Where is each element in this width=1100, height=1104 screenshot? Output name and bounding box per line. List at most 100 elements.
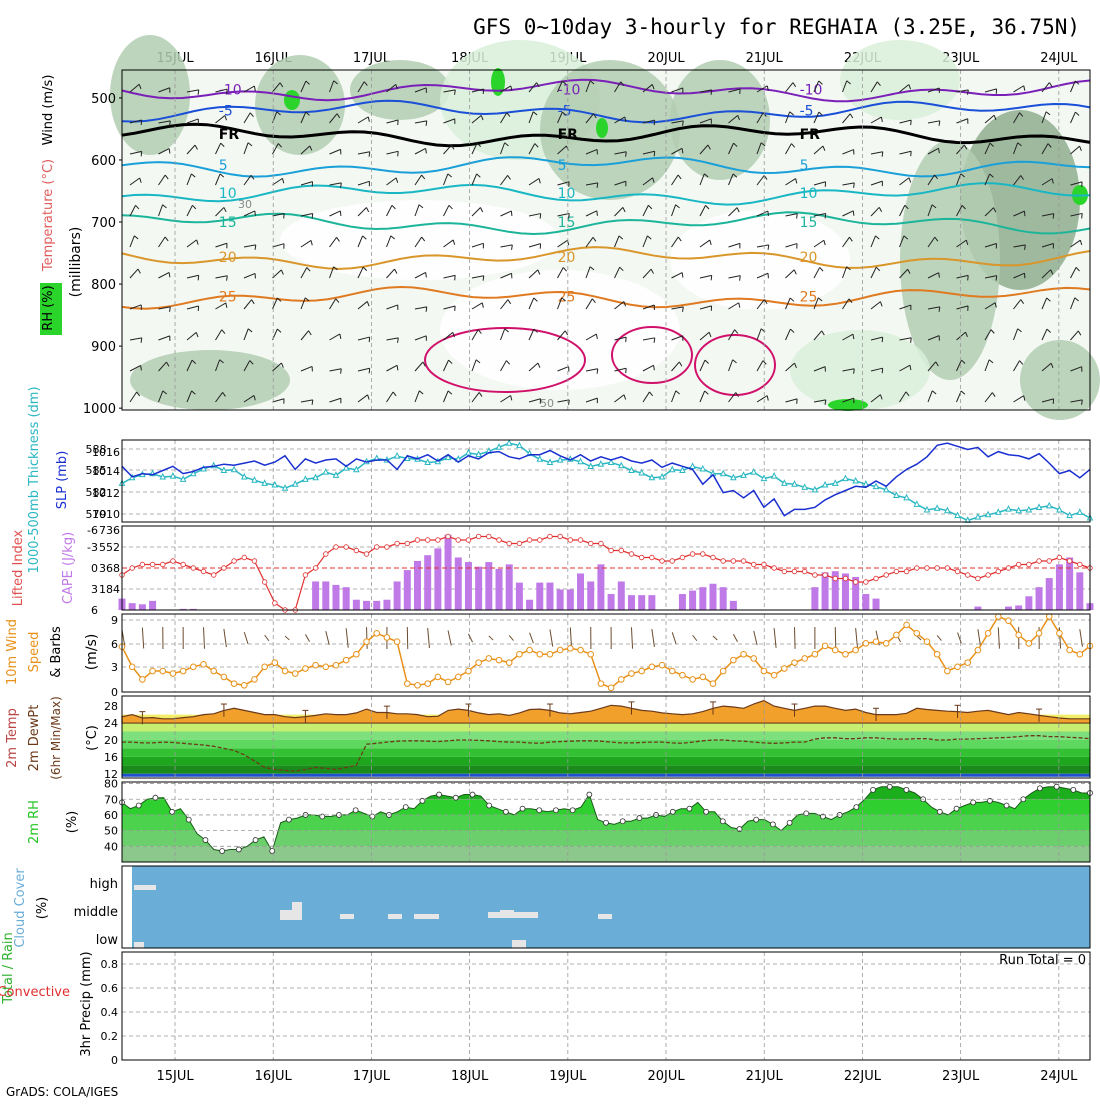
- rh-saturated: [284, 90, 300, 110]
- lifted-index-point: [751, 562, 756, 567]
- wind10-speed-line-point: [965, 660, 971, 666]
- rh2m-point: [503, 809, 508, 814]
- isotherm-label: 20: [219, 250, 237, 266]
- wind10-speed-line-point: [883, 641, 889, 647]
- lifted-index-point: [487, 534, 492, 539]
- lifted-index-point: [660, 559, 665, 564]
- wind10-speed-line-point: [313, 662, 319, 668]
- cloud-patch: [500, 910, 514, 914]
- isotherm-label: FR: [800, 127, 821, 143]
- cape-bar: [638, 595, 645, 610]
- cape-bar: [608, 594, 615, 610]
- isotherm-label: 15: [800, 215, 818, 231]
- precip-tick: 0: [111, 1054, 118, 1067]
- lifted-index-point: [731, 559, 736, 564]
- wind-barb-flag: [626, 152, 627, 157]
- cape-bar: [1005, 607, 1012, 610]
- rh-label: 50: [540, 397, 554, 410]
- rh2m-point: [170, 809, 175, 814]
- lifted-index-point: [935, 566, 940, 571]
- wind10-speed-line-point: [955, 664, 961, 670]
- cape-bar: [455, 558, 462, 611]
- rh2m-point: [520, 806, 525, 811]
- date-label-bottom: 22JUL: [844, 1069, 882, 1084]
- lifted-index-point: [945, 566, 950, 571]
- wind10-speed-line-point: [425, 681, 431, 687]
- cape-bar: [811, 587, 818, 610]
- cape-bar: [149, 601, 156, 610]
- rh2m-point: [487, 803, 492, 808]
- lifted-tick: -6: [87, 524, 98, 537]
- wind10-barb: [468, 634, 472, 642]
- lifted-index-line: [122, 537, 1090, 611]
- lifted-index-point: [466, 538, 471, 543]
- lifted-index-point: [741, 559, 746, 564]
- wind10-speed-line-point: [578, 647, 584, 653]
- temp-tick: 16: [104, 751, 118, 764]
- wind10-barb: [795, 627, 796, 649]
- ylabel-degc: (°C): [85, 725, 100, 751]
- thickness-line-point: [741, 472, 746, 477]
- thickness-line-point: [731, 475, 736, 480]
- cape-bar: [557, 589, 564, 610]
- lifted-tick: 3: [91, 583, 98, 596]
- lifted-index-point: [507, 541, 512, 546]
- rh2m-point: [220, 849, 225, 854]
- thickness-line-point: [221, 468, 226, 473]
- lifted-index-point: [578, 538, 583, 543]
- wind10-speed-line-point: [751, 656, 757, 662]
- cape-tick: 184: [99, 583, 120, 596]
- wind10-speed-line-point: [333, 662, 339, 668]
- lifted-index-point: [833, 576, 838, 581]
- lifted-index-point: [639, 555, 644, 560]
- wind10-speed-line-point: [323, 664, 329, 670]
- wind10-speed-line-point: [731, 657, 737, 663]
- thickness-line-point: [924, 507, 929, 512]
- cape-bar: [618, 581, 625, 610]
- cape-bar: [343, 587, 350, 610]
- ylabel-cloud-unit: (%): [35, 897, 50, 920]
- wind-barb-flag: [312, 214, 313, 219]
- wind10-speed-line-point: [985, 630, 991, 636]
- cape-bar: [679, 594, 686, 610]
- rh2m-point: [770, 822, 775, 827]
- lifted-index-point: [823, 573, 828, 578]
- wind10-barb: [204, 627, 205, 648]
- ylabel-cape: CAPE (J/kg): [61, 532, 76, 604]
- wind10-barb: [754, 631, 757, 645]
- wind10-speed-line-point: [792, 660, 798, 666]
- wind-barb-flag: [996, 276, 997, 281]
- wind-barb-flag: [255, 211, 256, 216]
- wind10-speed-line-point: [191, 664, 197, 670]
- wind10-tick: 6: [111, 638, 118, 651]
- slp-tick: 1012: [92, 487, 120, 500]
- wind10-speed-line-point: [405, 681, 411, 687]
- wind10-barb: [672, 632, 676, 643]
- wind10-speed-line-point: [129, 664, 135, 670]
- thickness-line-point: [1047, 503, 1052, 508]
- lifted-index-point: [222, 566, 227, 571]
- wind10-tick: 9: [111, 614, 118, 627]
- cape-bar: [394, 581, 401, 610]
- ylabel-rh2m: 2m RH: [27, 800, 42, 844]
- lifted-index-point: [211, 573, 216, 578]
- wind-barb-flag: [597, 369, 598, 374]
- temp2m-area: [122, 701, 1090, 723]
- run-total-label: Run Total = 0: [999, 953, 1086, 968]
- cloud-level-label: middle: [74, 905, 118, 920]
- thickness-line-point: [986, 512, 991, 517]
- wind10-speed-line-point: [873, 639, 879, 645]
- thickness-line-point: [313, 475, 318, 480]
- rh2m-point: [470, 792, 475, 797]
- thickness-line-point: [1037, 505, 1042, 510]
- lifted-index-point: [813, 573, 818, 578]
- wind10-speed-line-point: [557, 647, 563, 653]
- ylabel-millibars: (millibars): [68, 227, 84, 298]
- wind-frame: [122, 614, 1090, 692]
- thickness-line-point: [598, 461, 603, 466]
- wind10-tick: 0: [111, 686, 118, 699]
- wind10-speed-line-point: [568, 646, 574, 652]
- pressure-tick: 800: [91, 278, 116, 293]
- cape-bar: [516, 583, 523, 610]
